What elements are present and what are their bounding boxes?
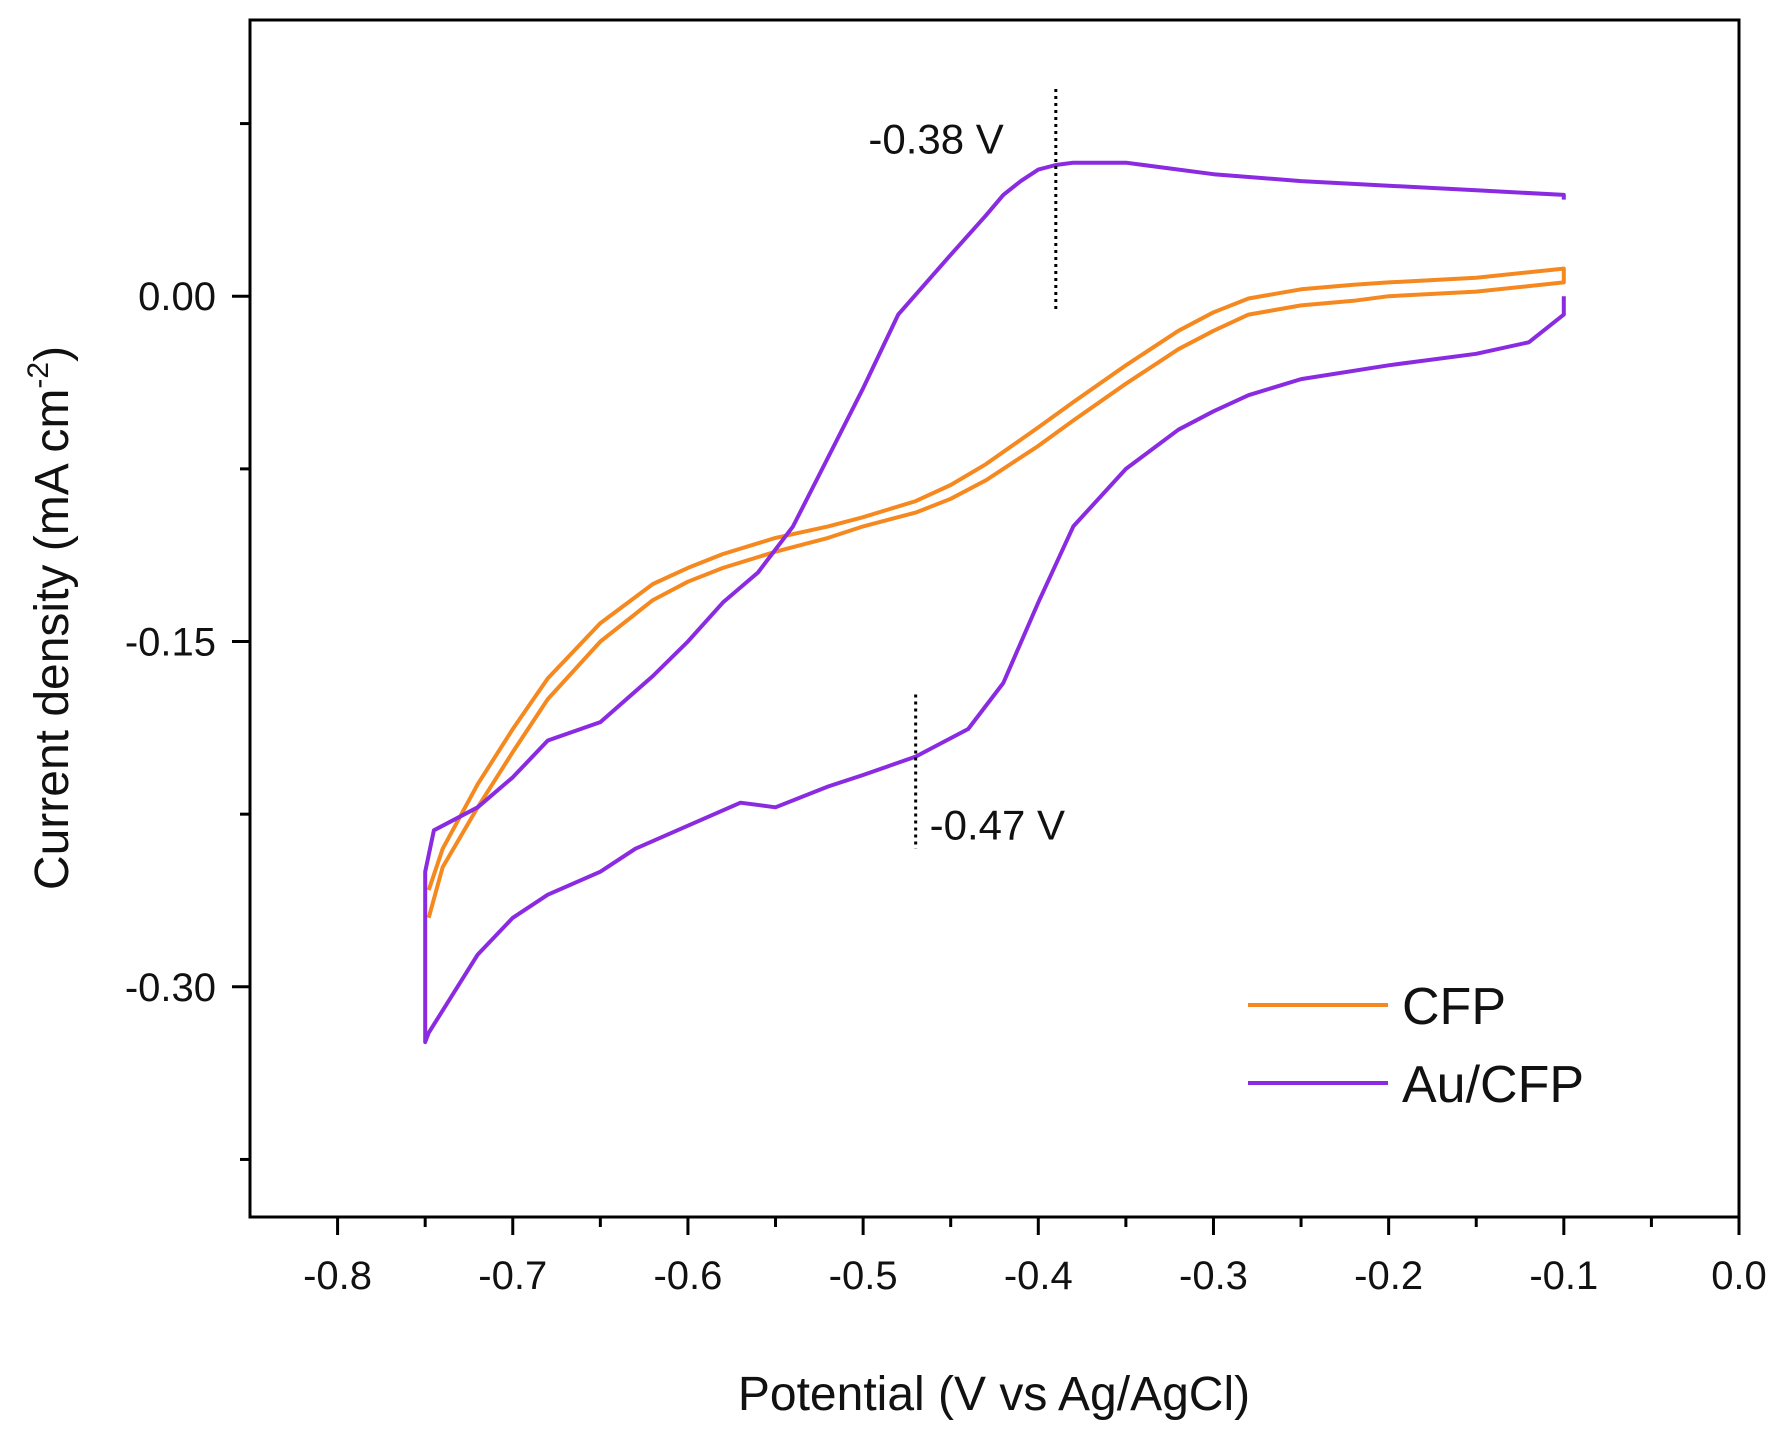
x-tick-label: -0.2 [1354,1254,1423,1298]
ticks-layer: -0.8 -0.7 -0.6 -0.5 -0.4 -0.3 -0.2 -0.1 0.0 0.00 -… [125,122,1767,1298]
y-axis-title: Current density (mA cm-2) [22,346,79,890]
legend-label-au-cfp: Au/CFP [1402,1056,1584,1114]
y-tick-label: -0.30 [125,966,216,1010]
x-tick-label: -0.8 [303,1254,372,1298]
x-tick-label: -0.5 [829,1254,898,1298]
x-tick-label: 0.0 [1711,1254,1767,1298]
y-axis-title-sup: -2 [22,362,55,389]
x-tick-label: -0.1 [1529,1254,1598,1298]
series-layer [423,160,1566,1045]
x-axis-title: Potential (V vs Ag/AgCl) [738,1368,1250,1421]
y-axis-title-main: Current density (mA cm [26,389,79,890]
series-line-cfp [426,266,1566,919]
annotation-label: -0.38 V [868,116,1003,163]
legend: CFP Au/CFP [1248,978,1584,1114]
x-tick-label: -0.3 [1179,1254,1248,1298]
x-tick-label: -0.4 [1004,1254,1073,1298]
y-tick-label: 0.00 [138,275,216,319]
series-line-au-cfp [423,160,1566,1045]
y-axis-title-close: ) [26,346,79,362]
y-tick-label: -0.15 [125,621,216,665]
x-tick-label: -0.6 [653,1254,722,1298]
annotations-layer: -0.38 V -0.47 V [868,89,1065,849]
annotation-label: -0.47 V [930,802,1065,849]
legend-label-cfp: CFP [1402,978,1506,1036]
plot-frame [248,18,1741,1219]
x-tick-label: -0.7 [478,1254,547,1298]
